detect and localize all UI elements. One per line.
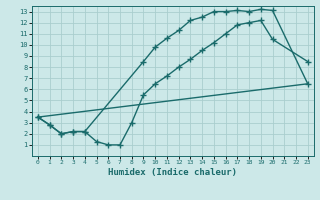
X-axis label: Humidex (Indice chaleur): Humidex (Indice chaleur) (108, 168, 237, 177)
